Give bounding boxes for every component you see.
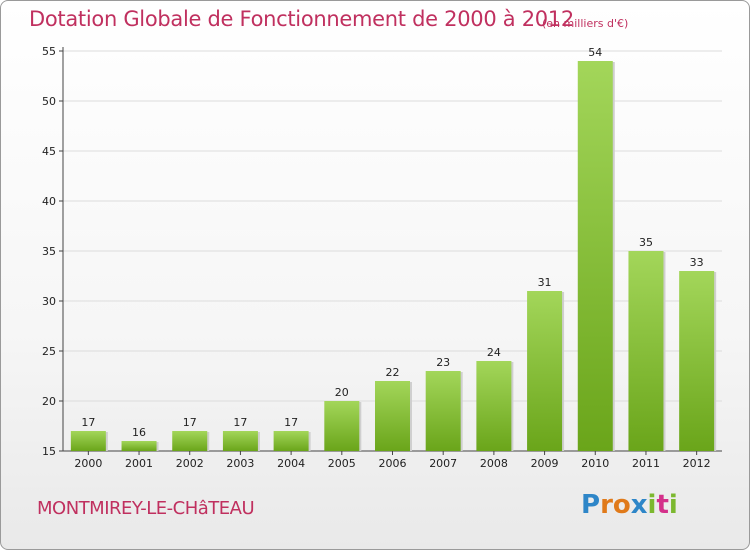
- proxiti-logo: Proxiti: [581, 490, 678, 520]
- x-tick-label: 2008: [480, 457, 508, 470]
- x-tick-label: 2007: [429, 457, 457, 470]
- bar: [375, 381, 410, 451]
- x-tick-label: 2009: [531, 457, 559, 470]
- bar: [577, 61, 613, 451]
- bar: [273, 431, 309, 451]
- x-tick-label: 2010: [581, 457, 609, 470]
- bar: [476, 361, 512, 451]
- x-tick-label: 2001: [125, 457, 153, 470]
- logo-letter: x: [630, 490, 648, 520]
- bar-value-label: 17: [81, 416, 95, 429]
- bar-value-label: 24: [487, 346, 501, 359]
- x-tick-label: 2006: [379, 457, 407, 470]
- logo-letter: r: [600, 490, 613, 520]
- logo-letter: i: [668, 490, 678, 520]
- y-tick-label: 35: [42, 245, 56, 258]
- bar: [121, 441, 157, 451]
- x-tick-label: 2011: [632, 457, 660, 470]
- x-tick-label: 2002: [176, 457, 204, 470]
- bar-value-label: 17: [183, 416, 197, 429]
- x-tick-label: 2005: [328, 457, 356, 470]
- bar-value-label: 17: [233, 416, 247, 429]
- bar: [172, 431, 208, 451]
- bar-value-label: 23: [436, 356, 450, 369]
- y-tick-label: 15: [42, 445, 56, 458]
- y-tick-label: 30: [42, 295, 56, 308]
- bar: [679, 271, 715, 451]
- bar-value-label: 20: [335, 386, 349, 399]
- y-tick-label: 20: [42, 395, 56, 408]
- y-tick-label: 55: [42, 45, 56, 58]
- logo-letter: o: [612, 490, 631, 520]
- bar-value-label: 31: [538, 276, 552, 289]
- x-tick-label: 2004: [277, 457, 305, 470]
- y-tick-label: 50: [42, 95, 56, 108]
- bar: [70, 431, 106, 451]
- bars: [70, 61, 717, 451]
- bar-value-label: 17: [284, 416, 298, 429]
- bar: [628, 251, 664, 451]
- y-tick-label: 40: [42, 195, 56, 208]
- x-tick-label: 2000: [74, 457, 102, 470]
- chart-subtitle: (en milliers d'€): [542, 17, 629, 30]
- bar: [324, 401, 360, 451]
- bar: [222, 431, 258, 451]
- bar-value-label: 54: [588, 46, 602, 59]
- x-tick-label: 2012: [683, 457, 711, 470]
- bar: [425, 371, 461, 451]
- logo-letter: P: [581, 490, 601, 520]
- bar-value-label: 33: [690, 256, 704, 269]
- logo-letter: i: [647, 490, 657, 520]
- bar-value-label: 22: [386, 366, 400, 379]
- y-tick-label: 25: [42, 345, 56, 358]
- y-tick-label: 45: [42, 145, 56, 158]
- labels: 15 20 25 30 35 40 45 50 55 17 2000 16 2001 17 2002 17 20…: [42, 45, 711, 470]
- logo-letter: t: [656, 490, 669, 520]
- chart-title: Dotation Globale de Fonctionnement de 20…: [29, 7, 574, 31]
- commune-name: MONTMIREY-LE-CHâTEAU: [37, 498, 255, 519]
- x-tick-label: 2003: [226, 457, 254, 470]
- bar: [527, 291, 563, 451]
- bar-value-label: 16: [132, 426, 146, 439]
- bar-value-label: 35: [639, 236, 653, 249]
